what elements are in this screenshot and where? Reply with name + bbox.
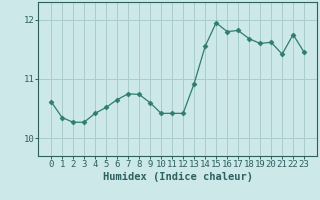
X-axis label: Humidex (Indice chaleur): Humidex (Indice chaleur) — [103, 172, 252, 182]
